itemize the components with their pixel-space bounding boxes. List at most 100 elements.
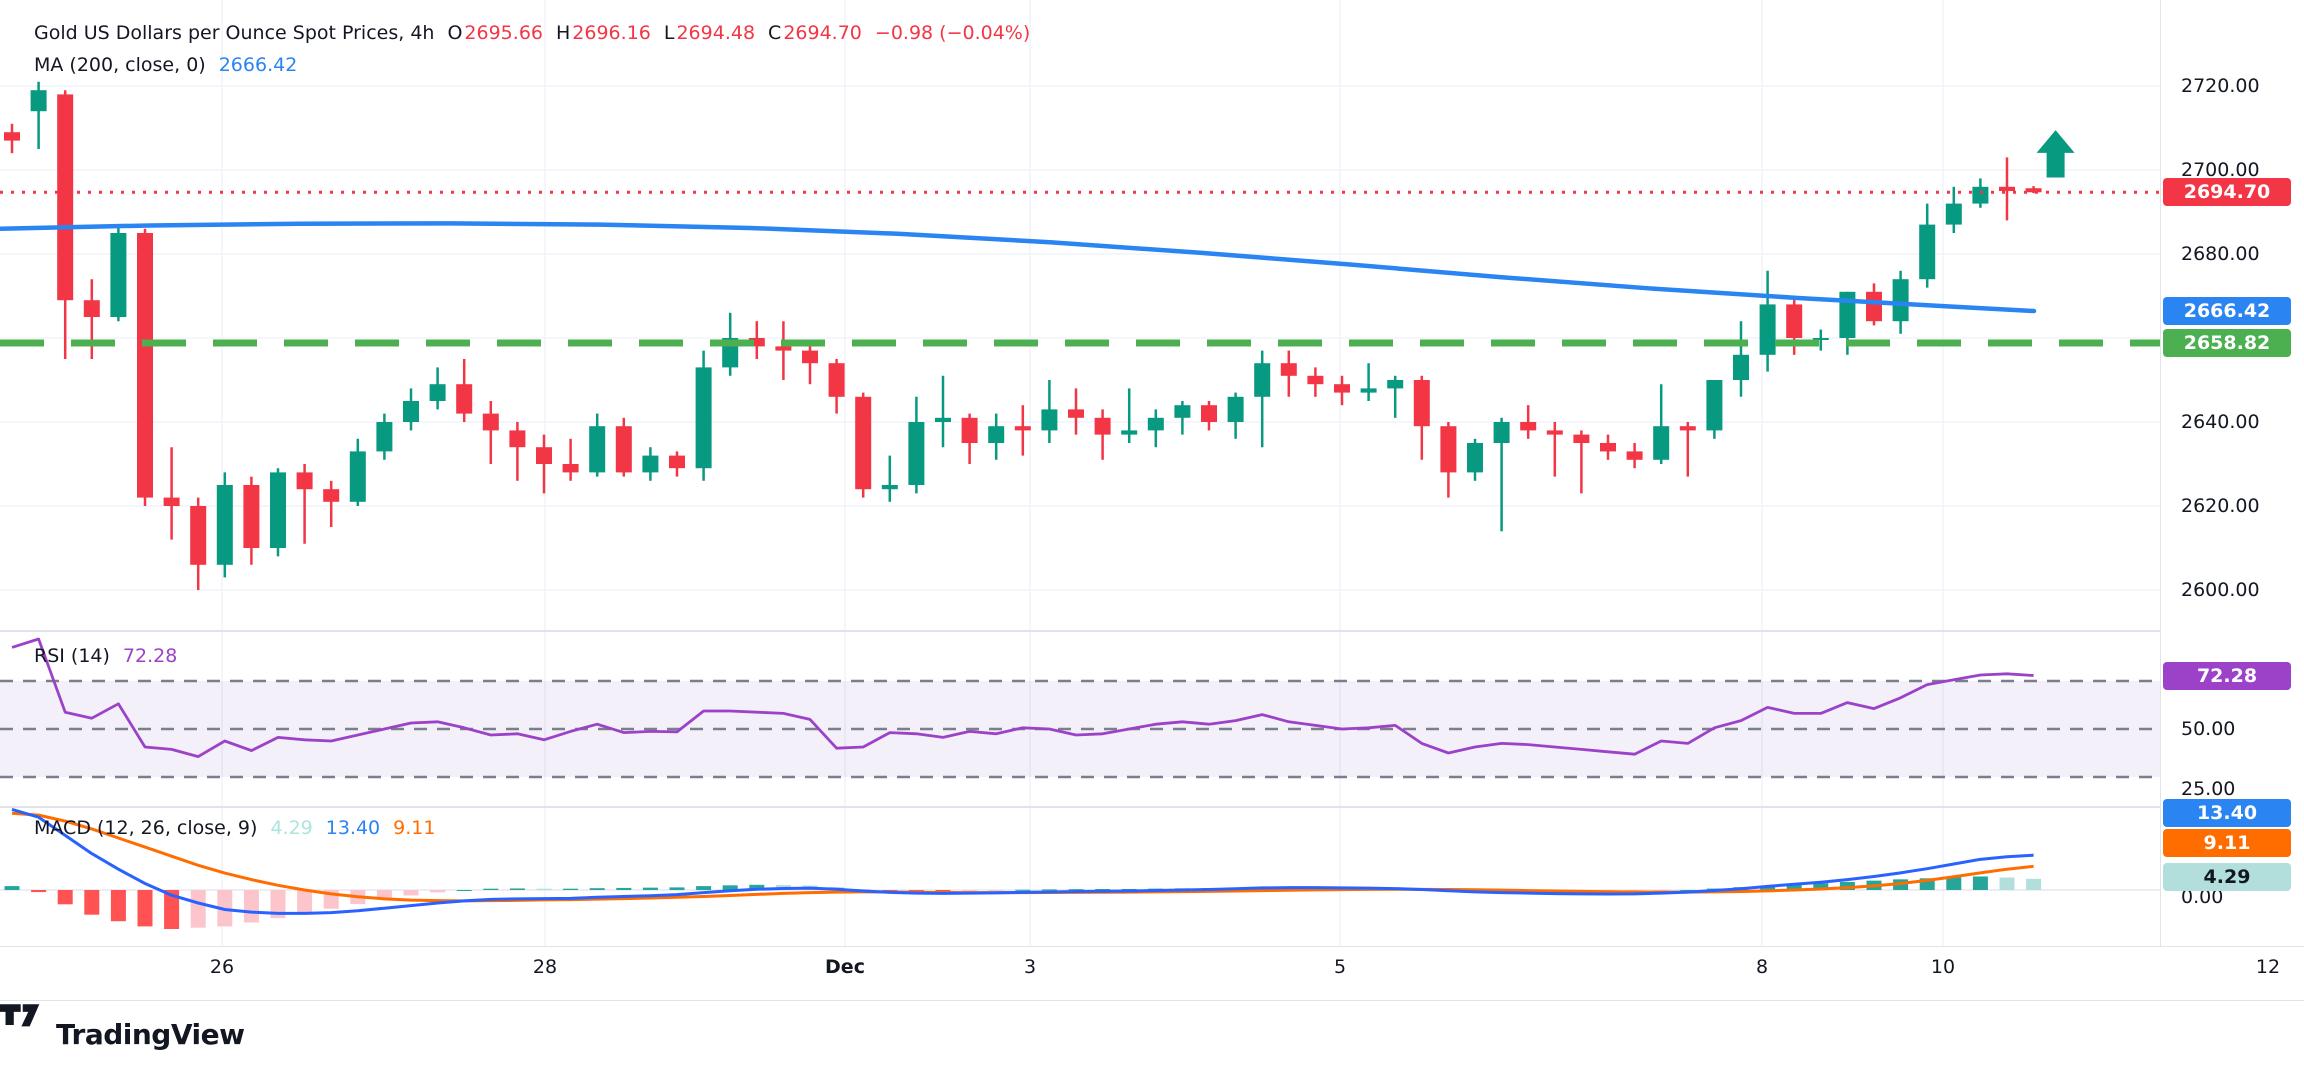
candle-body bbox=[1999, 186, 2015, 191]
price-tick: 2700.00 bbox=[2181, 159, 2260, 181]
ohlc-close: C 2694.70 bbox=[768, 22, 862, 44]
macd-histogram-bar bbox=[1786, 884, 1802, 890]
time-axis[interactable]: 26 28 Dec 3 5 8 10 12 bbox=[0, 948, 2304, 1000]
candle-body bbox=[270, 472, 286, 548]
candle-body bbox=[376, 422, 393, 452]
candle-body bbox=[562, 464, 579, 473]
candle-body bbox=[1759, 304, 1776, 355]
candle-body bbox=[1733, 354, 1749, 380]
macd-tick: 0.00 bbox=[2181, 886, 2224, 908]
price-tick: 2720.00 bbox=[2181, 75, 2260, 97]
macd-histogram-bar bbox=[430, 890, 446, 893]
candle-body bbox=[1334, 384, 1350, 393]
time-label-3: 3 bbox=[1023, 956, 1037, 978]
macd-histogram-bar bbox=[1813, 883, 1829, 890]
candle-body bbox=[615, 426, 632, 473]
macd-histogram-bar bbox=[722, 885, 738, 890]
macd-histogram-bar bbox=[1680, 889, 1696, 891]
macd-histogram-bar bbox=[403, 890, 419, 896]
ma-200-line bbox=[0, 221, 2037, 314]
candle-body bbox=[1972, 186, 1989, 204]
macd-histogram-bar bbox=[1095, 889, 1111, 891]
candle-body bbox=[988, 426, 1005, 443]
candle-body bbox=[1626, 451, 1643, 460]
candle-body bbox=[323, 489, 340, 502]
candle-body bbox=[1546, 430, 1563, 435]
candle-body bbox=[1679, 426, 1696, 431]
macd-histogram-bar bbox=[4, 886, 20, 890]
candle-body bbox=[1360, 388, 1377, 393]
candle-body bbox=[802, 350, 818, 364]
macd-histogram-bar bbox=[1919, 878, 1935, 890]
macd-histogram-bar bbox=[1015, 889, 1031, 891]
price-axis[interactable]: 2720.00 2700.00 2680.00 2640.00 2620.00 2600.… bbox=[2160, 0, 2304, 946]
macd-histogram-bar bbox=[456, 890, 472, 891]
symbol-title: Gold US Dollars per Ounce Spot Prices, 4… bbox=[34, 22, 435, 44]
macd-histogram-bar bbox=[509, 888, 525, 890]
rsi-label: RSI (14) bbox=[34, 645, 110, 667]
macd-histogram-bar bbox=[589, 888, 605, 890]
price-tick: 2600.00 bbox=[2181, 579, 2260, 601]
macd-histogram-bar bbox=[483, 888, 499, 890]
ma-legend[interactable]: MA (200, close, 0) 2666.42 bbox=[34, 54, 297, 76]
candle-body bbox=[1812, 338, 1829, 340]
candle-body bbox=[1227, 396, 1244, 422]
rsi-tick: 25.00 bbox=[2181, 778, 2236, 800]
candle-body bbox=[1467, 443, 1483, 473]
macd-line bbox=[11, 807, 2034, 915]
candle-body bbox=[509, 430, 526, 448]
pane-separator-rsi-macd[interactable] bbox=[0, 806, 2304, 808]
chart-canvas[interactable] bbox=[0, 0, 2160, 946]
candle-body bbox=[908, 422, 925, 485]
candle-body bbox=[1440, 426, 1457, 473]
macd-legend[interactable]: MACD (12, 26, close, 9) 4.29 13.40 9.11 bbox=[34, 817, 435, 839]
pane-separator-main-rsi[interactable] bbox=[0, 630, 2304, 632]
price-tick: 2620.00 bbox=[2181, 495, 2260, 517]
candle-body bbox=[642, 455, 659, 473]
candle-body bbox=[1573, 434, 1590, 443]
price-badge: 2658.82 bbox=[2163, 328, 2291, 357]
macd-histogram-bar bbox=[1972, 876, 1988, 890]
candle-body bbox=[1653, 426, 1670, 460]
candle-body bbox=[1493, 422, 1510, 443]
candle-body bbox=[1866, 291, 1882, 322]
time-label-5: 5 bbox=[1333, 956, 1347, 978]
rsi-value: 72.28 bbox=[122, 645, 178, 667]
rsi-legend[interactable]: RSI (14) 72.28 bbox=[34, 645, 177, 667]
candle-body bbox=[1041, 409, 1058, 431]
ma-value: 2666.42 bbox=[218, 54, 298, 76]
macd-histogram-bar bbox=[1041, 889, 1057, 891]
candle-body bbox=[669, 455, 685, 469]
macd-histogram-bar bbox=[270, 890, 286, 919]
rsi-tick: 50.00 bbox=[2181, 718, 2236, 740]
macd-histogram-bar bbox=[243, 890, 259, 923]
time-label-Dec: Dec bbox=[825, 956, 865, 978]
candle-body bbox=[429, 384, 446, 401]
macd-line-value: 13.40 bbox=[325, 817, 381, 839]
macd-badge: 9.11 bbox=[2163, 829, 2291, 857]
macd-badge: 13.40 bbox=[2163, 799, 2291, 827]
rsi-badge: 72.28 bbox=[2163, 661, 2291, 690]
tradingview-logo[interactable]: TradingView bbox=[0, 1004, 245, 1051]
candle-body bbox=[1892, 279, 1909, 322]
macd-badge: 4.29 bbox=[2163, 863, 2291, 891]
candle-body bbox=[1839, 291, 1856, 338]
ohlc-open: O 2695.66 bbox=[447, 22, 543, 44]
macd-histogram-bar bbox=[935, 890, 951, 891]
candle-body bbox=[935, 417, 951, 422]
time-label-12: 12 bbox=[2255, 956, 2281, 978]
bottom-bar: TradingView bbox=[0, 1000, 2304, 1066]
macd-histogram-bar bbox=[616, 887, 632, 890]
macd-histogram-bar bbox=[908, 890, 924, 891]
symbol-legend[interactable]: Gold US Dollars per Ounce Spot Prices, 4… bbox=[34, 22, 1030, 44]
macd-histogram-bar bbox=[297, 890, 313, 914]
candle-body bbox=[482, 413, 499, 431]
candle-body bbox=[1201, 405, 1217, 422]
macd-histogram-bar bbox=[1068, 889, 1084, 891]
macd-histogram-bar bbox=[749, 884, 765, 890]
macd-histogram-bar bbox=[1653, 890, 1669, 891]
pane-separator-macd-time bbox=[0, 946, 2304, 947]
candle-body bbox=[456, 384, 473, 414]
macd-histogram-bar bbox=[536, 888, 552, 890]
